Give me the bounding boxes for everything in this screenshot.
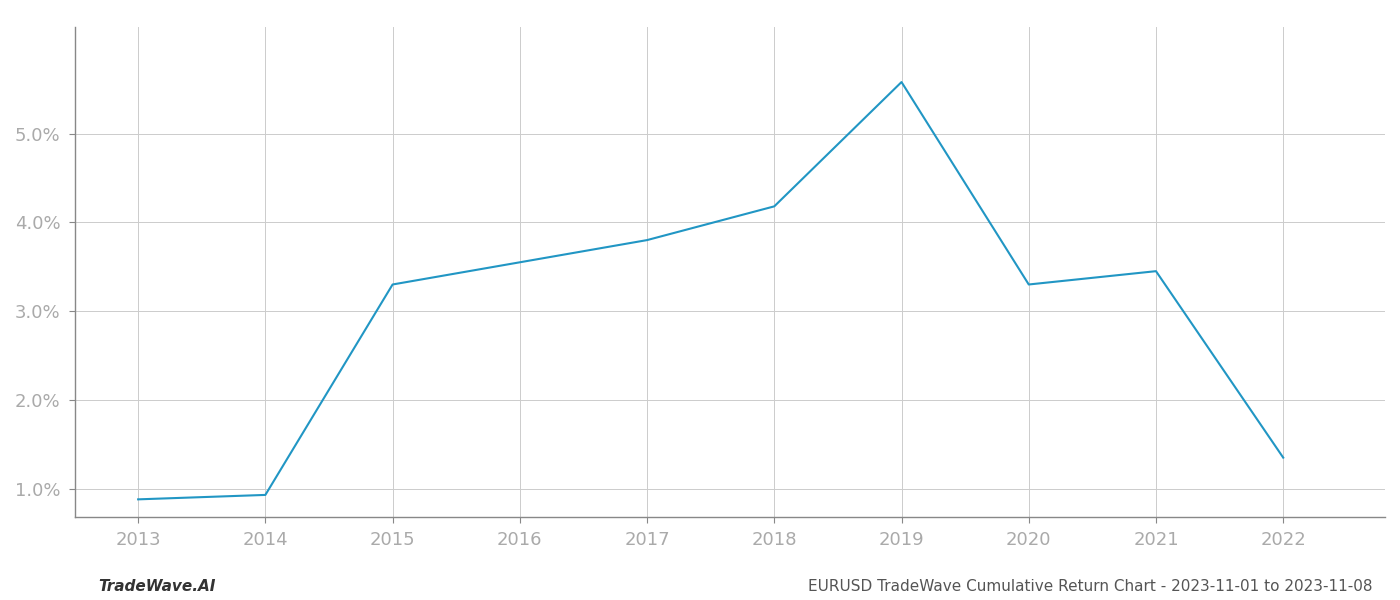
Text: TradeWave.AI: TradeWave.AI (98, 579, 216, 594)
Text: EURUSD TradeWave Cumulative Return Chart - 2023-11-01 to 2023-11-08: EURUSD TradeWave Cumulative Return Chart… (808, 579, 1372, 594)
